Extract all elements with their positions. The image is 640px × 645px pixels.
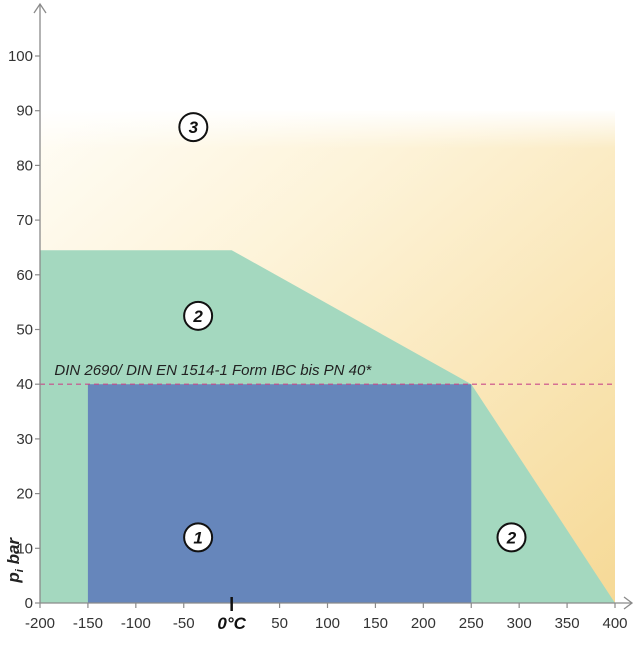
x-tick-label: -100 [121, 615, 151, 632]
x-tick-label: 300 [507, 615, 532, 632]
reference-line-layer: DIN 2690/ DIN EN 1514-1 Form IBC bis PN … [40, 362, 615, 385]
region-badge-circle [496, 522, 527, 553]
y-tick-label: 0 [25, 595, 33, 612]
regions-layer [40, 108, 615, 603]
x-tick-label: 200 [411, 615, 436, 632]
region-1-badge: 1 [183, 522, 214, 553]
y-axis-arrow-icon [33, 2, 47, 14]
y-tick-label: 60 [16, 267, 33, 284]
region-3-badge: 3 [178, 112, 209, 143]
x-tick-label: -50 [173, 615, 195, 632]
x-tick-label: -150 [73, 615, 103, 632]
x-axis-label: 0°C [217, 614, 246, 633]
region-1-area [87, 384, 472, 603]
region-3-fade [40, 108, 615, 149]
y-tick-label: 80 [16, 157, 33, 174]
x-tick-label: 350 [555, 615, 580, 632]
y-tick-label: 20 [16, 486, 33, 503]
region-badge-label: 2 [506, 528, 517, 547]
y-tick-label: 90 [16, 103, 33, 120]
region-badge-circle [178, 112, 209, 143]
region-2-badge: 2 [183, 300, 214, 331]
x-axis-arrow-icon [623, 596, 634, 610]
region-badge-circle [183, 522, 214, 553]
y-tick-label: 40 [16, 376, 33, 393]
region-badge-label: 3 [189, 118, 199, 137]
y-axis-label: pi bar [4, 537, 26, 584]
y-tick-label: 100 [8, 48, 33, 65]
y-tick-label: 50 [16, 322, 33, 339]
y-tick-label: 70 [16, 212, 33, 229]
x-tick-label: 150 [363, 615, 388, 632]
x-tick-label: 250 [459, 615, 484, 632]
axes-layer: 0 10 20 30 40 50 60 70 80 90 100 -200 -150 -100 -50 50 1… [4, 2, 634, 633]
region-labels-layer: 3 2 2 1 [178, 112, 527, 553]
region-badge-label: 2 [192, 307, 203, 326]
x-tick-label: 100 [315, 615, 340, 632]
region-badge-label: 1 [193, 528, 202, 547]
x-tick-label: -200 [25, 615, 55, 632]
y-tick-label: 10 [16, 540, 33, 557]
x-tick-label: 400 [602, 615, 627, 632]
reference-line-label: DIN 2690/ DIN EN 1514-1 Form IBC bis PN … [54, 362, 372, 379]
region-2-badge: 2 [496, 522, 527, 553]
x-tick-label: 50 [271, 615, 288, 632]
y-tick-label: 30 [16, 431, 33, 448]
region-badge-circle [183, 300, 214, 331]
